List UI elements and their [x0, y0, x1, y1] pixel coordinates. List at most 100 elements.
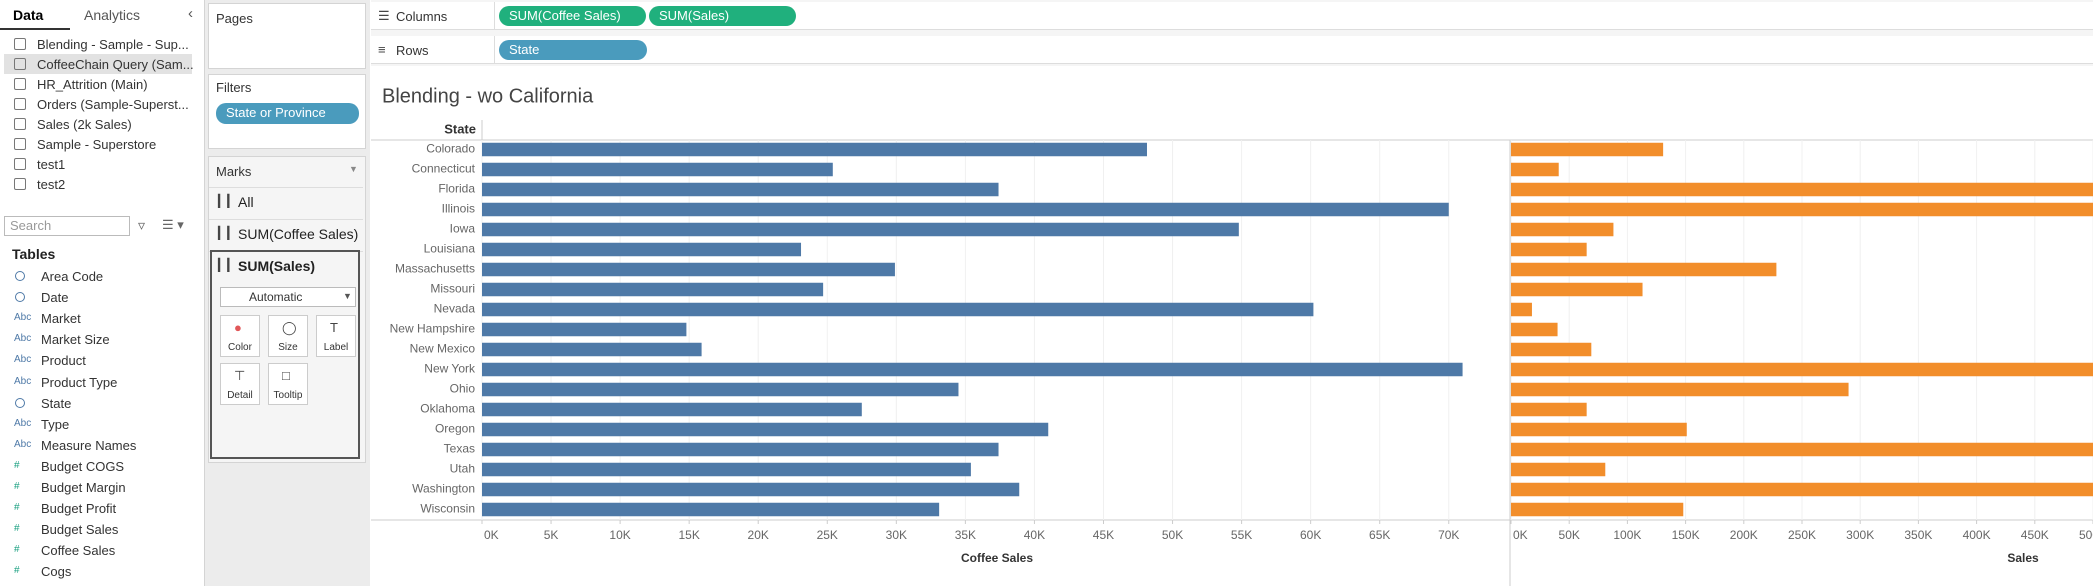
x-tick-label: 500K — [2079, 528, 2093, 542]
source-icon — [14, 158, 26, 170]
field[interactable]: Budget COGS — [41, 458, 125, 474]
field-icon — [15, 397, 25, 408]
x-tick-label: 15K — [678, 528, 699, 542]
mark-button[interactable]: Label — [323, 342, 349, 353]
x-tick-label: 50K — [1559, 528, 1580, 542]
mark-button[interactable]: Color — [228, 342, 252, 353]
shelf-divider — [494, 2, 495, 30]
x-tick-label: 55K — [1231, 528, 1252, 542]
bar — [482, 322, 687, 337]
field-icon: # — [14, 502, 20, 514]
bar — [482, 382, 959, 397]
field-icon: # — [14, 565, 20, 577]
marks-layer[interactable]: SUM(Sales) — [238, 258, 316, 274]
field[interactable]: Coffee Sales — [41, 543, 116, 559]
view: Blending - wo California State 0K 5K 10K 15K 2… — [371, 85, 2093, 586]
card-menu[interactable]: ▼ — [349, 164, 358, 174]
bar — [482, 282, 824, 297]
data-source[interactable]: Orders (Sample-Superst... — [37, 97, 189, 112]
x-tick-label: 20K — [748, 528, 769, 542]
field[interactable]: Budget Profit — [41, 501, 117, 517]
field[interactable]: Budget Margin — [41, 480, 126, 495]
bar — [1511, 382, 1849, 397]
field[interactable]: Product Type — [41, 374, 118, 390]
row-label: Utah — [450, 462, 475, 476]
x-tick-label: 25K — [817, 528, 838, 542]
x-tick-label: 45K — [1093, 528, 1114, 542]
field[interactable]: Area Code — [41, 269, 104, 284]
data-source[interactable]: test2 — [37, 177, 66, 192]
shelf-row — [371, 36, 2093, 64]
x-tick-label: 350K — [1904, 528, 1932, 542]
field-icon: Abc — [14, 375, 32, 387]
field-icon: # — [14, 459, 20, 471]
field[interactable]: Date — [41, 290, 69, 306]
mark-button-frame[interactable] — [220, 363, 260, 405]
data-source[interactable]: Sample - Superstore — [37, 137, 157, 152]
mark-button-frame[interactable] — [220, 315, 260, 357]
field[interactable]: Cogs — [41, 564, 72, 580]
mark-button-frame[interactable] — [268, 363, 308, 405]
x-tick-label: 40K — [1024, 528, 1045, 542]
mark-glyph: T — [330, 320, 338, 335]
filter-pill[interactable]: State or Province — [216, 103, 359, 124]
x-tick-label: 450K — [2021, 528, 2049, 542]
filter-icon[interactable]: ▿ — [138, 217, 146, 233]
field[interactable]: Market Size — [41, 332, 110, 348]
field[interactable]: State — [41, 395, 72, 411]
data-source[interactable]: Blending - Sample - Sup... — [37, 37, 189, 52]
data-source[interactable]: HR_Attrition (Main) — [37, 77, 148, 92]
bar — [1511, 282, 1643, 297]
shelf-pill[interactable]: SUM(Coffee Sales) — [499, 6, 646, 26]
bar — [482, 182, 999, 197]
source-icon — [14, 118, 26, 130]
marks-layer[interactable]: SUM(Coffee Sales) — [238, 226, 359, 242]
x-tick-label: 150K — [1672, 528, 1700, 542]
row-label: Iowa — [450, 222, 476, 236]
data-pane — [0, 0, 205, 586]
x-tick-label: 250K — [1788, 528, 1816, 542]
collapse[interactable]: ‹ — [188, 5, 193, 22]
field-icon: Abc — [14, 354, 32, 366]
mark-glyph: ◯ — [282, 320, 297, 335]
tab[interactable]: Data — [13, 7, 44, 23]
field[interactable]: Market — [41, 311, 81, 327]
shelf-pill[interactable]: SUM(Sales) — [649, 6, 796, 26]
field[interactable]: Measure Names — [41, 437, 137, 453]
selected-layer — [210, 250, 360, 459]
x-tick-label: 0K — [1513, 528, 1528, 542]
source-icon — [14, 38, 26, 50]
card — [208, 156, 366, 463]
mark-glyph: ● — [234, 320, 242, 335]
selected-row — [4, 54, 192, 74]
row-label: Missouri — [430, 282, 475, 296]
field-icon: # — [14, 544, 20, 556]
shelf-label: Columns — [396, 9, 448, 24]
dropdown-arrow[interactable]: ▼ — [343, 291, 352, 301]
data-source[interactable]: CoffeeChain Query (Sam... — [37, 57, 194, 72]
field[interactable]: Budget Sales — [41, 522, 119, 538]
data-source[interactable]: Sales (2k Sales) — [37, 117, 132, 132]
marks-layer[interactable]: All — [238, 194, 254, 210]
bar — [482, 242, 802, 257]
mark-button[interactable]: Detail — [227, 390, 253, 401]
mark-button-frame[interactable] — [268, 315, 308, 357]
row-label: Louisiana — [424, 242, 476, 256]
field[interactable]: Type — [41, 416, 70, 432]
view-icon[interactable]: ☰ ▾ — [162, 217, 184, 232]
mark-button-frame[interactable] — [316, 315, 356, 357]
mark-button[interactable]: Tooltip — [273, 390, 303, 401]
card-label: Marks — [216, 164, 252, 179]
shelf-icon: ☰ — [378, 8, 390, 23]
search-box[interactable]: Search — [4, 216, 130, 236]
mark-button[interactable]: Size — [278, 342, 298, 353]
layer-icon: ▎▎ — [218, 258, 237, 272]
data-source[interactable]: test1 — [37, 157, 66, 172]
axis-title: Sales — [2007, 551, 2039, 565]
mark-type[interactable]: Automatic — [220, 287, 356, 307]
field[interactable]: Product — [41, 353, 86, 369]
tab[interactable]: Analytics — [84, 7, 141, 23]
bar — [1511, 242, 1587, 257]
shelf-pill[interactable]: State — [499, 40, 647, 60]
